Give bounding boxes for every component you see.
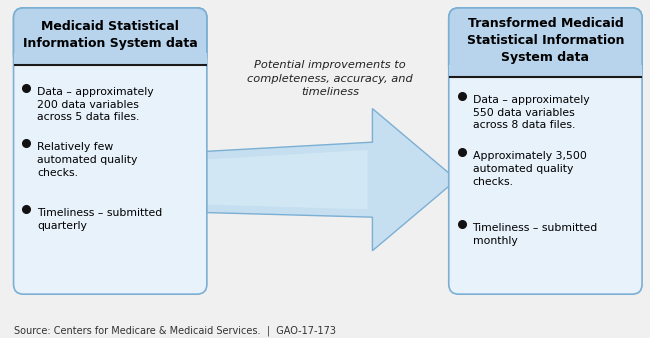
Text: Approximately 3,500
automated quality
checks.: Approximately 3,500 automated quality ch… (473, 151, 586, 187)
Polygon shape (194, 108, 457, 251)
FancyBboxPatch shape (448, 8, 642, 294)
Text: Potential improvements to
completeness, accuracy, and
timeliness: Potential improvements to completeness, … (248, 61, 413, 97)
FancyBboxPatch shape (14, 8, 207, 294)
Text: Transformed Medicaid
Statistical Information
System data: Transformed Medicaid Statistical Informa… (467, 17, 624, 64)
Text: Relatively few
automated quality
checks.: Relatively few automated quality checks. (37, 142, 138, 178)
Text: Data – approximately
200 data variables
across 5 data files.: Data – approximately 200 data variables … (37, 87, 154, 122)
Text: Timeliness – submitted
monthly: Timeliness – submitted monthly (473, 223, 598, 246)
Text: Timeliness – submitted
quarterly: Timeliness – submitted quarterly (37, 208, 162, 231)
Bar (448, 65, 642, 77)
Text: Medicaid Statistical
Information System data: Medicaid Statistical Information System … (23, 20, 198, 50)
Text: Data – approximately
550 data variables
across 8 data files.: Data – approximately 550 data variables … (473, 95, 589, 130)
FancyBboxPatch shape (14, 8, 207, 65)
Bar (14, 53, 207, 65)
Polygon shape (199, 150, 367, 209)
Text: Source: Centers for Medicare & Medicaid Services.  |  GAO-17-173: Source: Centers for Medicare & Medicaid … (14, 326, 335, 336)
FancyBboxPatch shape (448, 8, 642, 77)
